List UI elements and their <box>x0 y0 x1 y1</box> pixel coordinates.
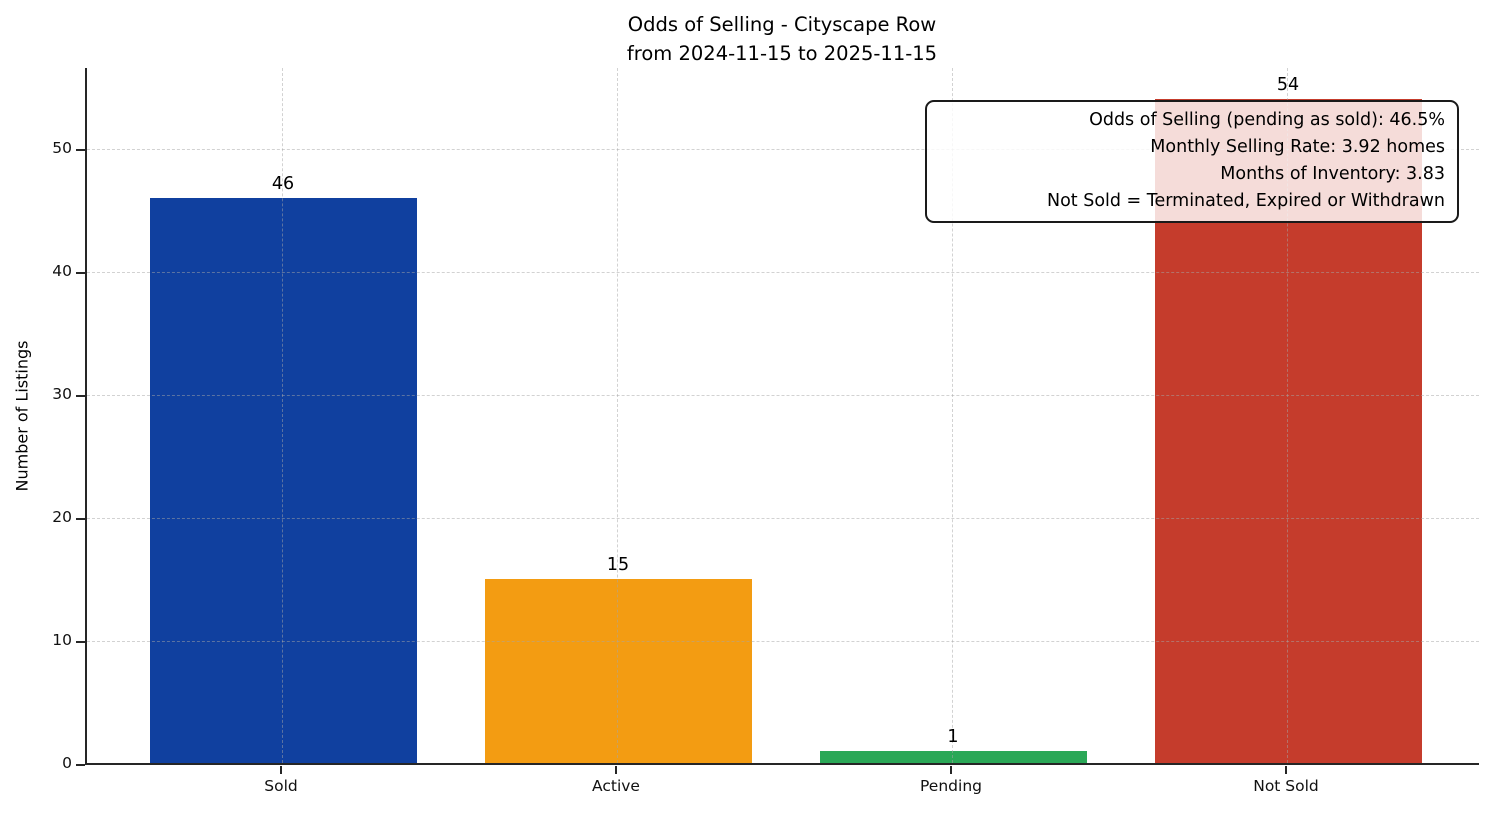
x-tick-mark <box>280 766 282 774</box>
y-tick-label: 40 <box>52 262 72 281</box>
y-tick-label: 0 <box>62 754 72 772</box>
stats-annotation-box: Odds of Selling (pending as sold): 46.5%… <box>925 100 1459 223</box>
chart-title: Odds of Selling - Cityscape Row from 202… <box>85 10 1479 68</box>
bar-active <box>484 578 752 763</box>
x-tick-label-sold: Sold <box>264 777 298 795</box>
bar-value-label: 15 <box>606 554 630 575</box>
bar-pending <box>819 750 1087 763</box>
chart-title-line2: from 2024-11-15 to 2025-11-15 <box>626 42 938 65</box>
annotation-months-of-inventory: Months of Inventory: 3.83 <box>1220 164 1445 184</box>
y-tick-mark <box>76 641 85 644</box>
annotation-monthly-selling-rate: Monthly Selling Rate: 3.92 homes <box>1150 137 1445 157</box>
bar-value-label: 54 <box>1276 75 1300 96</box>
bar-value-label: 46 <box>271 173 295 194</box>
x-tick-mark <box>950 766 952 774</box>
y-axis-label: Number of Listings <box>12 340 32 492</box>
y-tick-mark <box>76 395 85 398</box>
annotation-odds-of-selling: Odds of Selling (pending as sold): 46.5% <box>1089 110 1445 130</box>
x-tick-mark <box>615 766 617 774</box>
bar-value-label: 1 <box>947 726 959 747</box>
x-tick-mark <box>1285 766 1287 774</box>
bar-sold <box>149 197 417 763</box>
y-tick-mark <box>76 518 85 521</box>
y-tick-label: 10 <box>52 631 72 650</box>
y-tick-mark <box>76 272 85 275</box>
x-tick-label-pending: Pending <box>920 777 982 795</box>
y-tick-label: 50 <box>52 139 72 158</box>
annotation-not-sold-definition: Not Sold = Terminated, Expired or Withdr… <box>1046 191 1445 211</box>
y-tick-label: 20 <box>52 508 72 527</box>
x-tick-label-not-sold: Not Sold <box>1253 777 1319 795</box>
y-tick-mark <box>76 764 85 766</box>
chart-title-line1: Odds of Selling - Cityscape Row <box>627 13 937 36</box>
y-tick-mark <box>76 149 85 152</box>
y-tick-label: 30 <box>52 385 72 404</box>
x-tick-label-active: Active <box>592 777 640 795</box>
